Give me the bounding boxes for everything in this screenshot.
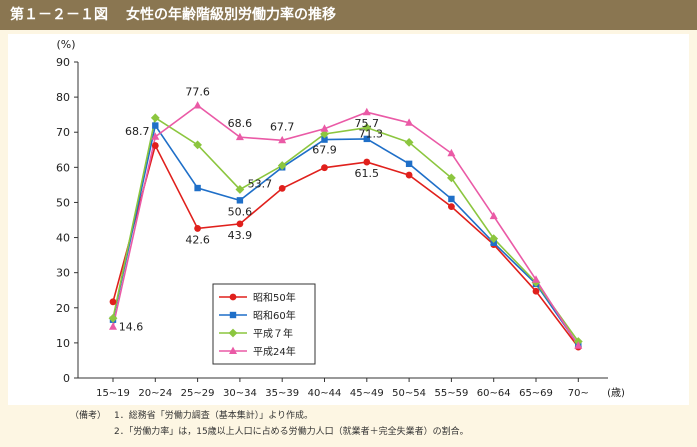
data-label: 77.6 [185,86,210,99]
data-label: 68.6 [228,117,253,130]
data-point [278,185,286,192]
legend-swatch-marker [229,311,237,319]
data-point [362,107,371,116]
x-tick-label: 20~24 [138,388,172,399]
x-tick-label: 50~54 [392,388,426,399]
data-point [448,195,455,203]
data-point [363,158,371,166]
data-label: 67.7 [270,120,295,133]
data-point [108,313,118,323]
x-tick-label: 55~59 [434,388,468,399]
y-axis-label: (%) [56,38,75,51]
legend-entry: 平成24年 [253,345,296,358]
data-label: 53.7 [248,177,273,190]
x-tick-label: 65~69 [519,388,553,399]
data-point [532,287,540,295]
x-tick-label: 35~39 [265,388,299,399]
y-tick-label: 90 [56,56,70,69]
legend-swatch-marker [229,293,237,301]
line-chart: 0 10 20 30 40 50 60 70 80 90 (%) 15~19 20~24 25~29 30~… [56,38,625,399]
x-tick-label: 15~19 [96,388,130,399]
y-tick-label: 50 [56,196,70,209]
data-point [448,203,455,211]
data-point [194,184,201,192]
y-tick-label: 80 [56,91,70,104]
y-tick-label: 10 [56,337,70,350]
data-point [405,171,413,179]
data-point [109,322,117,330]
data-point [151,142,159,149]
data-point [363,135,370,143]
x-tick-label: 25~29 [181,388,215,399]
legend-entry: 昭和50年 [253,291,296,304]
data-point [235,185,245,194]
x-tick-label: 70~ [568,388,589,399]
data-label: 50.6 [228,205,253,218]
data-point [362,123,372,133]
data-point [320,129,329,139]
note-item: 2．「労働力率」は，15歳以上人口に占める労働力人口（就業者＋完全失業者）の割合… [114,427,469,437]
x-tick-label: 40~44 [308,388,342,399]
data-label: 61.5 [355,167,380,180]
data-point [574,341,583,349]
data-label: 71.3 [359,128,384,141]
y-tick-label: 0 [63,372,70,385]
data-point [193,101,202,109]
y-tick-label: 70 [56,126,70,139]
data-point [235,132,244,141]
data-point [447,173,456,183]
figure-number: 第１－２－１図 [10,7,108,23]
data-point [109,298,117,306]
data-label: 75.7 [355,117,380,130]
y-tick-label: 40 [56,232,70,245]
data-point [532,275,540,283]
y-tick-label: 30 [56,267,70,280]
x-tick-label: 30~34 [223,388,257,399]
y-tick-label: 60 [56,161,70,174]
data-label: 42.6 [185,233,210,246]
data-point [236,197,244,204]
series-line-1 [112,123,579,346]
data-point [194,225,202,232]
legend-swatch-marker [229,346,237,354]
data-point [405,118,414,126]
data-point [489,234,499,244]
chart-panel: 0 10 20 30 40 50 60 70 80 90 (%) 15~19 20~24 25~29 30~… [8,34,689,405]
data-point [150,113,160,123]
data-point [447,148,456,157]
data-point [277,161,287,170]
data-point [321,164,328,172]
series-line-0 [112,143,579,348]
legend-entry: 平成７年 [253,327,293,340]
data-label: 14.6 [119,321,144,334]
data-point [405,160,413,168]
data-label: 43.9 [228,229,253,242]
figure-title: 女性の年齢階級別労働力率の推移 [126,7,336,23]
figure-title-bar: 第１－２－１図 女性の年齢階級別労働力率の推移 [0,0,697,30]
data-label: 68.7 [125,125,150,138]
data-label: 67.9 [312,144,337,157]
note-item: 1．総務省「労働力調査（基本集計）」より作成。 [114,411,314,421]
data-point [489,211,498,220]
series-line-2 [112,116,579,342]
series-line-3 [112,104,579,347]
data-point [193,140,202,150]
data-point [321,136,328,143]
data-point [278,135,287,144]
x-tick-label: 45~49 [350,388,384,399]
data-point [320,124,329,132]
x-tick-label: 60~64 [477,388,511,399]
data-point [404,138,414,147]
data-point [152,122,159,129]
legend-swatch-marker [228,328,238,338]
notes: （備考） 1．総務省「労働力調査（基本集計）」より作成。 2．「労働力率」は，15… [70,408,469,440]
notes-label: （備考） [70,411,107,421]
data-point [236,220,244,228]
y-tick-label: 20 [56,302,70,315]
x-axis-label: (歳) [607,387,625,399]
data-point [151,132,160,140]
legend-entry: 昭和60年 [253,309,296,322]
